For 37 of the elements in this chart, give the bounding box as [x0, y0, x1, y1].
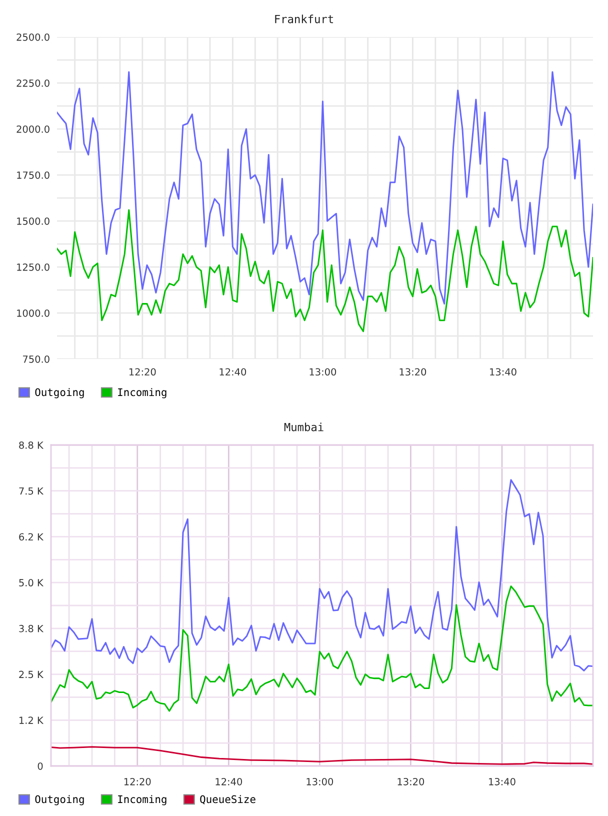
chart-title: Mumbai	[284, 422, 324, 432]
y-tick-label: 5.0 K	[19, 579, 44, 586]
x-tick-label: 13:20	[400, 368, 426, 376]
legend-label: Outgoing	[35, 388, 84, 398]
y-tick-label: 7.5 K	[19, 487, 44, 495]
chart-title: Frankfurt	[275, 14, 334, 24]
x-tick-label: 12:40	[220, 368, 246, 376]
y-tick-label: 1750.0	[17, 171, 50, 179]
y-tick-label: 2500.0	[16, 33, 50, 41]
x-tick-label: 13:40	[489, 778, 516, 786]
legend-label: Incoming	[118, 795, 166, 806]
y-tick-label: 2000.0	[16, 125, 50, 133]
x-tick-label: 13:40	[490, 368, 516, 376]
x-tick-label: 12:20	[129, 368, 156, 376]
y-tick-label: 1500.0	[17, 217, 50, 225]
y-tick-label: 8.8 K	[19, 441, 44, 449]
y-tick-label: 3.8 K	[19, 624, 44, 632]
line-series	[57, 71, 593, 305]
y-tick-label: 6.2 K	[19, 533, 44, 541]
y-tick-label: 1.2 K	[20, 716, 44, 724]
line-series	[57, 209, 593, 332]
line-series	[51, 585, 593, 712]
x-tick-label: 13:20	[398, 778, 424, 786]
y-tick-label: 1000.0	[17, 309, 50, 317]
x-tick-label: 12:20	[124, 778, 151, 786]
y-tick-label: 1250.0	[17, 263, 50, 271]
legend-label: QueueSize	[200, 795, 256, 804]
legend-label: Outgoing	[35, 795, 84, 806]
x-tick-label: 13:00	[306, 778, 334, 786]
y-tick-label: 2250.0	[16, 79, 50, 87]
y-tick-label: 0	[38, 762, 43, 770]
y-tick-label: 750.0	[23, 355, 50, 363]
x-tick-label: 13:00	[310, 368, 336, 376]
x-tick-label: 12:40	[216, 778, 242, 786]
legend-label: Incoming	[118, 388, 166, 398]
line-series	[51, 479, 593, 672]
y-tick-label: 2.5 K	[19, 670, 44, 678]
